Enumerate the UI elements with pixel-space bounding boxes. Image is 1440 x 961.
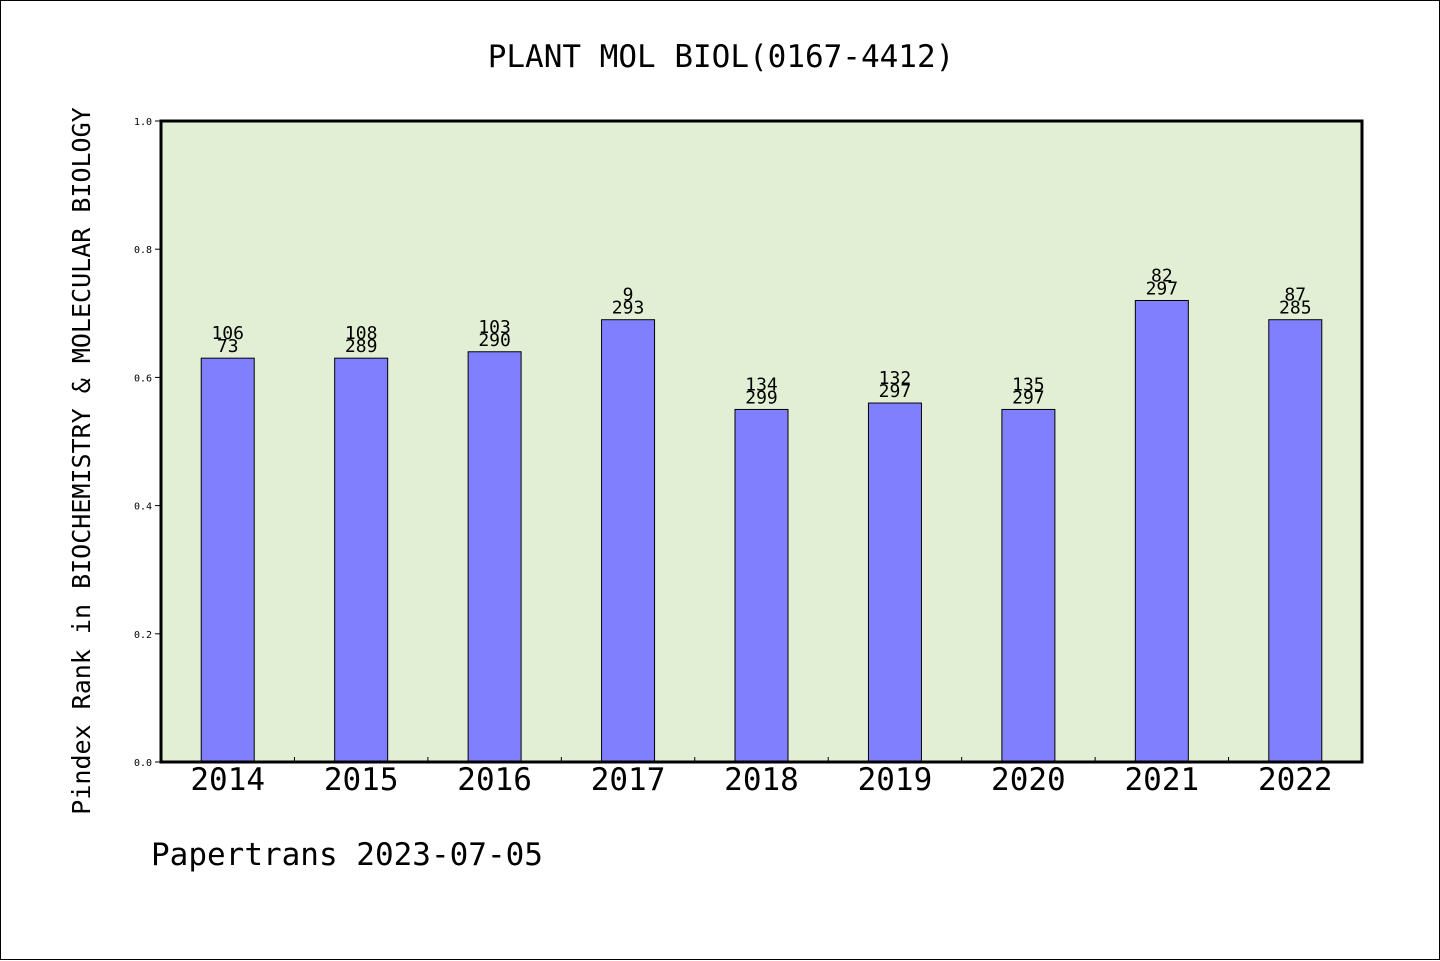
bar-2022 bbox=[1268, 319, 1323, 763]
x-tick-label: 2014 bbox=[190, 762, 265, 798]
y-tick-label: 0.8 bbox=[134, 245, 152, 256]
y-tick-label: 0.6 bbox=[134, 373, 152, 384]
bar-total-label: 285 bbox=[1279, 298, 1312, 319]
bar-total-label: 293 bbox=[612, 298, 645, 319]
bar-total-label: 289 bbox=[345, 336, 378, 357]
bar-rank-label: 132 bbox=[879, 368, 912, 389]
bar-rank-label: 82 bbox=[1151, 265, 1173, 286]
plot-frame bbox=[159, 119, 1364, 764]
footer-credit: Papertrans 2023-07-05 bbox=[151, 837, 543, 873]
y-ticks: 0.0 0.2 0.4 0.6 0.8 1.0 bbox=[134, 117, 161, 769]
bar-total-label: 297 bbox=[1146, 278, 1179, 299]
bar-2020 bbox=[1001, 408, 1056, 763]
y-tick-label: 0.2 bbox=[134, 630, 152, 641]
bar-rank-label: 103 bbox=[478, 317, 511, 338]
bar-total-label: 297 bbox=[1012, 387, 1045, 408]
y-tick-label: 0.0 bbox=[134, 758, 152, 769]
bar-2016 bbox=[467, 351, 522, 763]
bar-rank-label: 135 bbox=[1012, 374, 1045, 395]
x-tick-label: 2019 bbox=[858, 762, 933, 798]
bar-rank-label: 106 bbox=[211, 323, 244, 344]
bar-total-label: 290 bbox=[478, 330, 511, 351]
bar-2014 bbox=[200, 357, 255, 763]
x-tick-label: 2016 bbox=[457, 762, 532, 798]
x-tick-label: 2015 bbox=[324, 762, 399, 798]
y-tick-label: 1.0 bbox=[134, 117, 152, 128]
x-tick-label: 2018 bbox=[724, 762, 799, 798]
y-tick-label: 0.4 bbox=[134, 502, 152, 513]
bar-rank-label: 134 bbox=[745, 374, 778, 395]
x-tick-label: 2022 bbox=[1258, 762, 1333, 798]
chart-title: PLANT MOL BIOL(0167-4412) bbox=[488, 39, 955, 75]
bar-rank-label: 108 bbox=[345, 323, 378, 344]
bar-2017 bbox=[601, 319, 656, 763]
x-tick-label: 2020 bbox=[991, 762, 1066, 798]
bar-rank-label: 9 bbox=[623, 285, 634, 306]
bar-rank-label: 87 bbox=[1284, 285, 1306, 306]
x-ticks: 2014 2015 2016 2017 2018 2019 2020 2021 2022 bbox=[190, 757, 1333, 798]
bar-total-label: 297 bbox=[879, 381, 912, 402]
x-tick-label: 2021 bbox=[1125, 762, 1200, 798]
bar-2019 bbox=[867, 402, 922, 763]
bar-2018 bbox=[734, 408, 789, 763]
y-axis-label: Pindex Rank in BIOCHEMISTRY & MOLECULAR … bbox=[67, 107, 96, 814]
x-tick-label: 2017 bbox=[591, 762, 666, 798]
bar-total-label: 299 bbox=[745, 387, 778, 408]
bar-2021 bbox=[1134, 299, 1189, 763]
bar-2015 bbox=[334, 357, 389, 763]
bars bbox=[200, 299, 1323, 763]
bar-total-label: 73 bbox=[217, 336, 239, 357]
